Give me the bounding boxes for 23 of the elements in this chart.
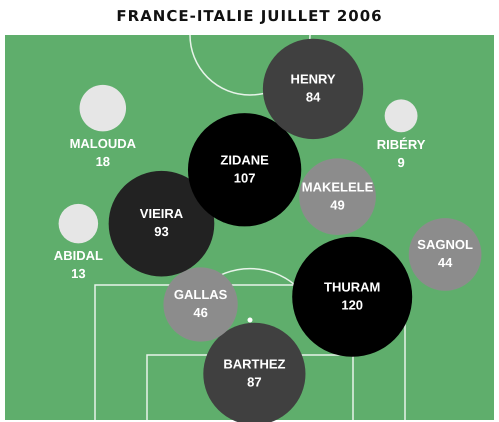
data-label: 49 — [330, 197, 345, 212]
data-label: 107 — [234, 170, 256, 186]
category-label: BARTHEZ — [223, 356, 286, 372]
data-label: 84 — [306, 89, 322, 104]
data-label: 18 — [96, 154, 110, 169]
data-label: 87 — [247, 374, 262, 390]
data-label: 44 — [438, 255, 454, 270]
category-label: ZIDANE — [220, 152, 270, 168]
category-label: RIBÉRY — [376, 136, 426, 152]
category-label: SAGNOL — [417, 237, 473, 252]
data-label: 13 — [71, 266, 86, 281]
category-label: THURAM — [324, 279, 380, 294]
category-label: ABIDAL — [54, 248, 103, 263]
category-label: VIEIRA — [140, 206, 184, 222]
data-label: 93 — [154, 224, 169, 240]
data-label: 46 — [193, 305, 208, 320]
category-label: GALLAS — [174, 287, 228, 302]
text: FRANCE-ITALIE JUILLET 2006 — [115, 7, 384, 25]
data-label: 120 — [341, 297, 364, 312]
category-label: HENRY — [290, 71, 336, 86]
data-label: 9 — [397, 154, 405, 170]
category-label: MALOUDA — [70, 136, 137, 151]
category-label: MAKELELE — [302, 179, 374, 194]
